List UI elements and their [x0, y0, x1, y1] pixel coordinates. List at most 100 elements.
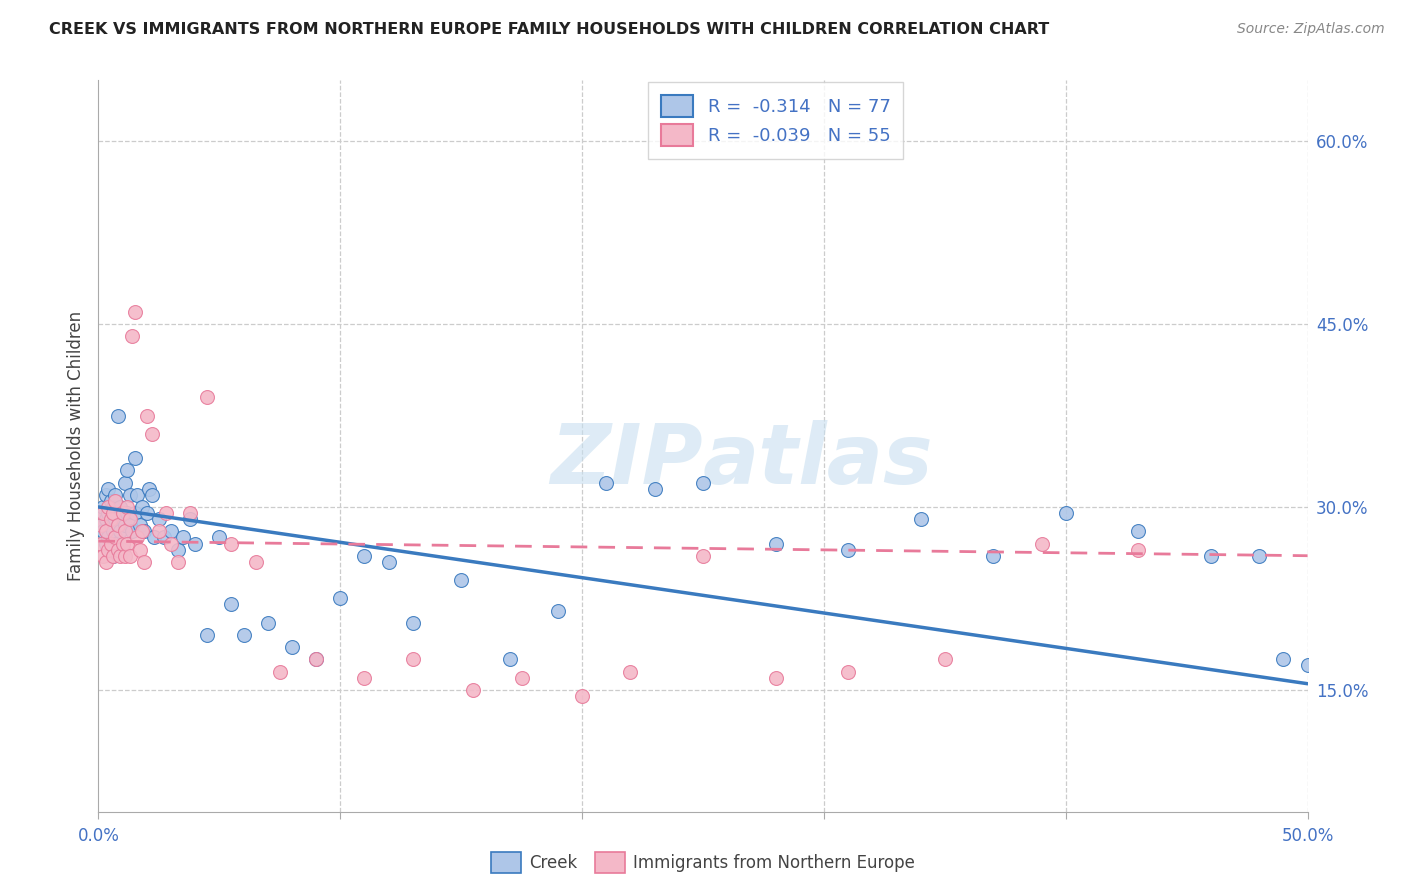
Point: [155, 506, 177, 520]
Point: [94, 536, 117, 550]
Point: [934, 652, 956, 666]
Point: [232, 628, 254, 642]
Point: [305, 652, 328, 666]
Point: [97, 500, 120, 514]
Point: [107, 518, 129, 533]
Point: [118, 512, 141, 526]
Point: [104, 493, 127, 508]
Point: [94, 488, 117, 502]
Point: [1031, 536, 1053, 550]
Point: [179, 506, 201, 520]
Text: atlas: atlas: [703, 420, 934, 501]
Point: [167, 542, 190, 557]
Point: [148, 524, 170, 539]
Point: [131, 524, 153, 539]
Point: [619, 665, 641, 679]
Point: [124, 305, 146, 319]
Point: [135, 409, 157, 423]
Point: [329, 591, 352, 606]
Point: [90, 536, 112, 550]
Point: [402, 615, 425, 630]
Point: [195, 628, 218, 642]
Point: [1272, 652, 1295, 666]
Point: [118, 488, 141, 502]
Point: [571, 689, 593, 703]
Point: [160, 536, 183, 550]
Point: [101, 506, 124, 520]
Point: [221, 536, 243, 550]
Point: [94, 555, 117, 569]
Point: [101, 524, 124, 539]
Point: [127, 530, 149, 544]
Point: [100, 542, 122, 557]
Point: [256, 615, 278, 630]
Point: [104, 488, 127, 502]
Point: [208, 530, 231, 544]
Point: [281, 640, 304, 655]
Point: [100, 518, 122, 533]
Point: [981, 549, 1004, 563]
Text: CREEK VS IMMIGRANTS FROM NORTHERN EUROPE FAMILY HOUSEHOLDS WITH CHILDREN CORRELA: CREEK VS IMMIGRANTS FROM NORTHERN EUROPE…: [49, 22, 1049, 37]
Point: [160, 524, 183, 539]
Point: [152, 530, 174, 544]
Point: [127, 488, 149, 502]
Point: [450, 573, 472, 587]
Point: [837, 542, 859, 557]
Point: [111, 542, 134, 557]
Point: [121, 524, 143, 539]
Point: [1249, 549, 1271, 563]
Text: ZIP: ZIP: [550, 420, 703, 501]
Point: [91, 524, 114, 539]
Point: [107, 409, 129, 423]
Point: [111, 512, 134, 526]
Point: [269, 665, 291, 679]
Point: [1199, 549, 1222, 563]
Point: [305, 652, 328, 666]
Point: [121, 329, 143, 343]
Point: [91, 506, 114, 520]
Point: [104, 536, 127, 550]
Point: [94, 512, 117, 526]
Point: [94, 524, 117, 539]
Point: [131, 500, 153, 514]
Point: [114, 549, 136, 563]
Point: [1128, 524, 1150, 539]
Point: [353, 549, 375, 563]
Point: [167, 555, 190, 569]
Point: [138, 482, 160, 496]
Point: [128, 518, 150, 533]
Point: [498, 652, 520, 666]
Point: [124, 451, 146, 466]
Point: [353, 671, 375, 685]
Point: [114, 518, 136, 533]
Point: [402, 652, 425, 666]
Point: [135, 506, 157, 520]
Point: [765, 536, 787, 550]
Point: [463, 682, 485, 697]
Point: [101, 549, 124, 563]
Point: [101, 549, 124, 563]
Point: [118, 549, 141, 563]
Y-axis label: Family Households with Children: Family Households with Children: [66, 311, 84, 581]
Point: [107, 518, 129, 533]
Point: [97, 506, 120, 520]
Point: [90, 518, 112, 533]
Point: [117, 500, 139, 514]
Point: [141, 488, 163, 502]
Point: [117, 536, 139, 550]
Point: [1296, 658, 1319, 673]
Point: [510, 671, 533, 685]
Point: [100, 512, 122, 526]
Point: [117, 463, 139, 477]
Point: [124, 506, 146, 520]
Point: [195, 390, 218, 404]
Point: [90, 518, 112, 533]
Point: [134, 555, 156, 569]
Point: [97, 530, 120, 544]
Point: [128, 542, 150, 557]
Legend: R =  -0.314   N = 77, R =  -0.039   N = 55: R = -0.314 N = 77, R = -0.039 N = 55: [648, 82, 903, 159]
Point: [114, 524, 136, 539]
Point: [148, 512, 170, 526]
Point: [692, 549, 714, 563]
Point: [107, 542, 129, 557]
